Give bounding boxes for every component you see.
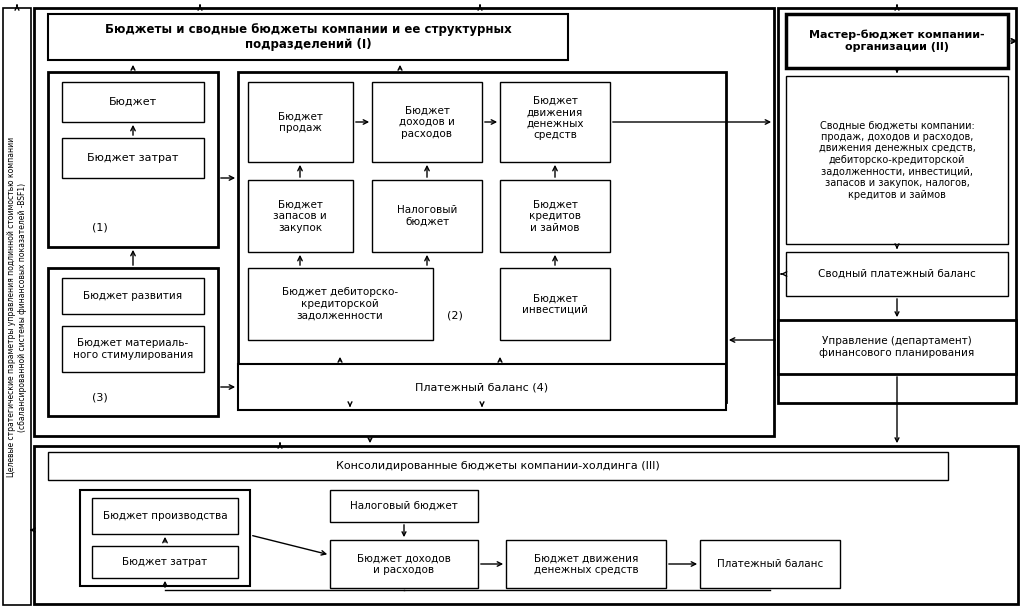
Bar bbox=[48, 72, 218, 247]
Bar bbox=[48, 268, 218, 416]
Text: Налоговый
бюджет: Налоговый бюджет bbox=[397, 205, 457, 227]
Text: Бюджет движения
денежных средств: Бюджет движения денежных средств bbox=[534, 553, 638, 575]
Text: Целевые стратегические параметры управления подлинной стоимостью компании
(сбала: Целевые стратегические параметры управле… bbox=[7, 137, 27, 477]
Bar bbox=[62, 326, 204, 372]
Text: Бюджет дебиторско-
кредиторской
задолженности: Бюджет дебиторско- кредиторской задолжен… bbox=[282, 287, 398, 321]
Bar bbox=[248, 180, 353, 252]
Text: Бюджет
кредитов
и займов: Бюджет кредитов и займов bbox=[529, 200, 581, 233]
Bar bbox=[330, 540, 478, 588]
Text: Бюджет
движения
денежных
средств: Бюджет движения денежных средств bbox=[526, 96, 584, 141]
Bar bbox=[372, 180, 482, 252]
Bar bbox=[786, 76, 1008, 244]
Text: Бюджет затрат: Бюджет затрат bbox=[87, 153, 179, 163]
Text: Бюджет
доходов и
расходов: Бюджет доходов и расходов bbox=[399, 106, 455, 139]
Text: (3): (3) bbox=[92, 393, 107, 403]
Text: Платежный баланс: Платежный баланс bbox=[717, 559, 824, 569]
Text: Налоговый бюджет: Налоговый бюджет bbox=[350, 501, 458, 511]
Bar bbox=[34, 446, 1018, 604]
Text: Сводный платежный баланс: Сводный платежный баланс bbox=[818, 269, 976, 279]
Text: Консолидированные бюджеты компании-холдинга (III): Консолидированные бюджеты компании-холди… bbox=[337, 461, 660, 471]
Text: Бюджет: Бюджет bbox=[108, 97, 158, 107]
Bar bbox=[500, 82, 610, 162]
Bar bbox=[80, 490, 250, 586]
Bar bbox=[500, 268, 610, 340]
Text: Бюджет доходов
и расходов: Бюджет доходов и расходов bbox=[357, 553, 451, 575]
Bar bbox=[248, 268, 433, 340]
Bar bbox=[238, 364, 726, 410]
Text: (2): (2) bbox=[447, 311, 463, 321]
Bar bbox=[62, 138, 204, 178]
Text: Платежный баланс (4): Платежный баланс (4) bbox=[415, 382, 548, 392]
Bar bbox=[92, 546, 238, 578]
Text: Бюджет производства: Бюджет производства bbox=[102, 511, 227, 521]
Bar bbox=[92, 498, 238, 534]
Bar bbox=[779, 320, 1016, 374]
Bar bbox=[506, 540, 666, 588]
Bar bbox=[62, 278, 204, 314]
Bar bbox=[48, 452, 948, 480]
Bar bbox=[248, 82, 353, 162]
Bar bbox=[786, 14, 1008, 68]
Bar bbox=[48, 14, 568, 60]
Bar bbox=[238, 72, 726, 402]
Text: Сводные бюджеты компании:
продаж, доходов и расходов,
движения денежных средств,: Сводные бюджеты компании: продаж, доходо… bbox=[818, 120, 976, 200]
Bar bbox=[34, 8, 774, 436]
Text: Бюджет
продаж: Бюджет продаж bbox=[277, 111, 322, 133]
Bar bbox=[3, 8, 31, 605]
Bar bbox=[779, 8, 1016, 403]
Text: Управление (департамент)
финансового планирования: Управление (департамент) финансового пла… bbox=[819, 336, 975, 358]
Bar bbox=[62, 82, 204, 122]
Text: Бюджеты и сводные бюджеты компании и ее структурных
подразделений (I): Бюджеты и сводные бюджеты компании и ее … bbox=[104, 23, 512, 51]
Text: Бюджет
запасов и
закупок: Бюджет запасов и закупок bbox=[273, 200, 327, 233]
Text: (1): (1) bbox=[92, 223, 107, 233]
Text: Бюджет
инвестиций: Бюджет инвестиций bbox=[522, 293, 588, 315]
Bar bbox=[372, 82, 482, 162]
Text: Бюджет развития: Бюджет развития bbox=[84, 291, 182, 301]
Text: Мастер-бюджет компании-
организации (II): Мастер-бюджет компании- организации (II) bbox=[809, 30, 985, 52]
Bar bbox=[786, 252, 1008, 296]
Bar bbox=[330, 490, 478, 522]
Text: Бюджет затрат: Бюджет затрат bbox=[123, 557, 208, 567]
Bar bbox=[700, 540, 840, 588]
Bar bbox=[500, 180, 610, 252]
Text: Бюджет материаль-
ного стимулирования: Бюджет материаль- ного стимулирования bbox=[73, 338, 193, 360]
